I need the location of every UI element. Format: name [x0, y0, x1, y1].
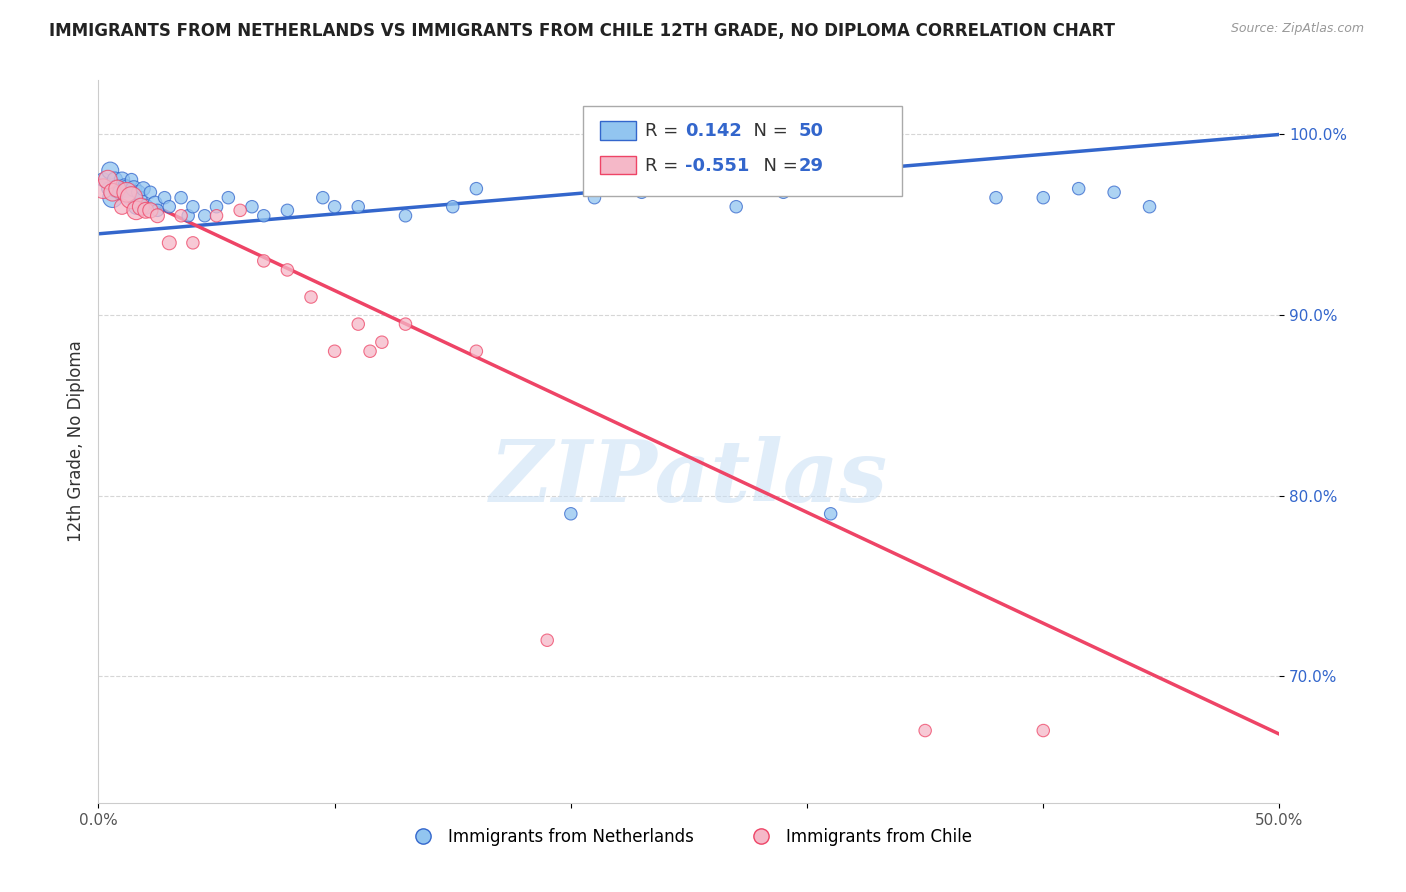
Point	[139, 203, 162, 218]
Point	[323, 200, 346, 214]
Text: -0.551: -0.551	[685, 156, 749, 175]
Point	[111, 200, 134, 214]
Point	[129, 200, 152, 214]
Point	[98, 163, 121, 178]
Point	[170, 191, 193, 205]
Point	[125, 200, 148, 214]
Text: Source: ZipAtlas.com: Source: ZipAtlas.com	[1230, 22, 1364, 36]
Point	[101, 186, 124, 200]
Point	[276, 203, 298, 218]
Point	[312, 191, 335, 205]
Point	[181, 200, 204, 214]
Point	[122, 181, 145, 195]
Point	[465, 181, 488, 195]
Point	[1102, 186, 1125, 200]
Point	[157, 200, 180, 214]
Point	[104, 172, 127, 186]
Point	[111, 172, 134, 186]
Point	[97, 172, 120, 186]
Point	[129, 191, 152, 205]
Point	[630, 186, 652, 200]
Point	[772, 186, 794, 200]
Point	[194, 209, 217, 223]
Text: 50: 50	[799, 122, 824, 140]
Point	[914, 723, 936, 738]
Point	[1032, 191, 1054, 205]
Point	[984, 191, 1007, 205]
Point	[465, 344, 488, 359]
Y-axis label: 12th Grade, No Diploma: 12th Grade, No Diploma	[66, 341, 84, 542]
FancyBboxPatch shape	[582, 105, 901, 196]
Point	[170, 209, 193, 223]
Point	[108, 186, 131, 200]
Point	[146, 203, 169, 218]
Legend: Immigrants from Netherlands, Immigrants from Chile: Immigrants from Netherlands, Immigrants …	[399, 821, 979, 852]
Point	[132, 181, 155, 195]
Point	[135, 200, 157, 214]
Point	[205, 209, 228, 223]
Point	[181, 235, 204, 250]
Point	[1139, 200, 1161, 214]
Point	[105, 181, 128, 195]
Point	[177, 209, 200, 223]
Point	[1067, 181, 1090, 195]
Point	[125, 203, 148, 218]
Point	[105, 181, 128, 195]
Text: N =: N =	[742, 122, 793, 140]
Point	[347, 200, 370, 214]
Point	[371, 335, 394, 350]
Point	[229, 203, 252, 218]
Point	[112, 178, 135, 192]
Point	[217, 191, 239, 205]
Point	[299, 290, 322, 304]
Point	[139, 186, 162, 200]
Point	[118, 191, 141, 205]
Point	[1032, 723, 1054, 738]
Text: 29: 29	[799, 156, 824, 175]
Point	[121, 172, 143, 186]
Point	[725, 200, 748, 214]
FancyBboxPatch shape	[600, 121, 636, 139]
Point	[115, 186, 138, 200]
Point	[240, 200, 263, 214]
Point	[536, 633, 558, 648]
Point	[121, 191, 143, 205]
Point	[135, 203, 157, 218]
Point	[820, 507, 842, 521]
Point	[276, 263, 298, 277]
Point	[97, 181, 120, 195]
Point	[359, 344, 381, 359]
Point	[146, 209, 169, 223]
Text: 0.142: 0.142	[685, 122, 742, 140]
Point	[654, 181, 676, 195]
Point	[153, 191, 176, 205]
Point	[583, 191, 606, 205]
Point	[115, 181, 138, 195]
Point	[143, 196, 166, 211]
Point	[91, 172, 114, 186]
Point	[347, 317, 370, 331]
FancyBboxPatch shape	[600, 156, 636, 174]
Point	[101, 191, 124, 205]
Point	[157, 235, 180, 250]
Point	[394, 209, 416, 223]
Text: ZIPatlas: ZIPatlas	[489, 436, 889, 519]
Point	[323, 344, 346, 359]
Point	[253, 209, 276, 223]
Point	[128, 186, 150, 200]
Text: R =: R =	[645, 122, 685, 140]
Point	[394, 317, 416, 331]
Point	[91, 181, 114, 195]
Text: IMMIGRANTS FROM NETHERLANDS VS IMMIGRANTS FROM CHILE 12TH GRADE, NO DIPLOMA CORR: IMMIGRANTS FROM NETHERLANDS VS IMMIGRANT…	[49, 22, 1115, 40]
Point	[441, 200, 464, 214]
Point	[253, 253, 276, 268]
Text: N =: N =	[752, 156, 803, 175]
Point	[205, 200, 228, 214]
Point	[560, 507, 582, 521]
Text: R =: R =	[645, 156, 685, 175]
